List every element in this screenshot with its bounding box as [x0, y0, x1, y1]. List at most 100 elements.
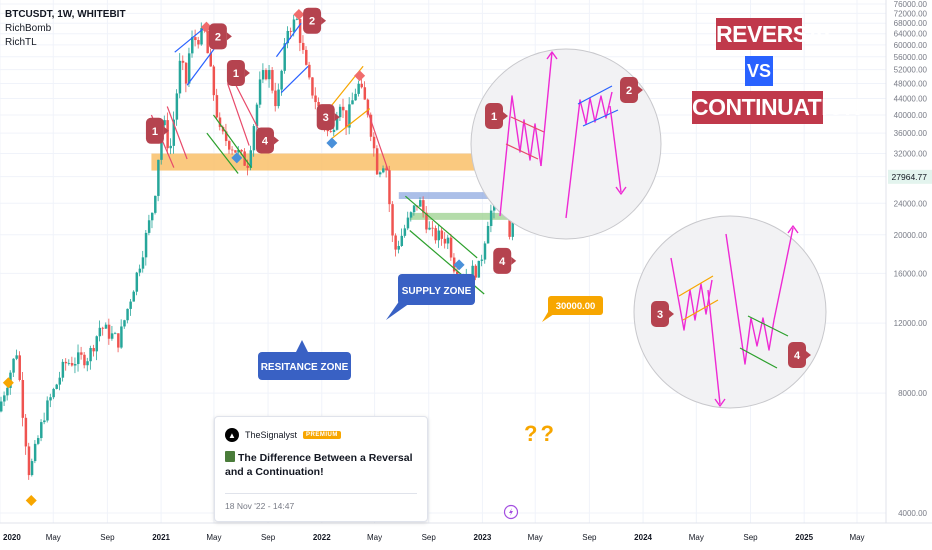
candle-body [378, 172, 382, 175]
candle-body [283, 43, 286, 71]
candle-body [218, 117, 222, 127]
candle-body [0, 401, 3, 412]
candle-body [363, 87, 367, 100]
marker-badge-1-pointer [226, 32, 232, 41]
candle-body [366, 99, 370, 115]
candle-body [508, 213, 511, 237]
candle-body [329, 131, 333, 132]
candle-body [110, 333, 114, 339]
candle-body [261, 70, 265, 80]
candle-body [489, 210, 493, 226]
range-zone [398, 192, 531, 199]
candle-body [30, 461, 34, 476]
candle-body [246, 165, 249, 168]
y-tick-label: 20000.00 [894, 231, 928, 240]
arrow-down-2 [615, 186, 627, 195]
y-tick-label: 40000.00 [894, 111, 928, 120]
arrow-up-4 [787, 225, 799, 234]
supply-zone-box [398, 274, 475, 305]
candle-body [317, 102, 320, 107]
annotation-labels: 1 2 1 2 4 3 4 1 2 3 4?? 30000.00 SUPPLY ZONE RESITANC… [145, 7, 811, 446]
candle-body [471, 265, 474, 279]
x-tick-label: Sep [743, 533, 758, 542]
idea-title[interactable]: The Difference Between a Reversal and a … [225, 451, 420, 479]
marker-badge-0 [145, 117, 164, 144]
candle-body [268, 70, 271, 80]
price-callout-pointer [542, 312, 554, 322]
candle-body [58, 377, 62, 385]
candle-body [21, 379, 25, 418]
resistance-zone-label: RESITANCE ZONE [261, 362, 349, 373]
candle-body [73, 364, 77, 366]
candle-body [191, 37, 194, 54]
reversal-line-1d [235, 84, 262, 134]
candle-body [104, 324, 108, 329]
candle-body [200, 28, 203, 45]
candle-body [3, 395, 6, 402]
channel-bottom-2b [280, 65, 309, 94]
title-reversal: REVERSAL [716, 18, 838, 50]
marker-badge-2-text: 1 [233, 68, 239, 80]
indicator-richbomb[interactable]: RichBomb [5, 23, 52, 34]
concept-circle-1 [470, 48, 662, 240]
illus-badge-4-pointer [806, 351, 811, 359]
y-tick-label: 72000.00 [894, 9, 928, 18]
reversal-up-path [565, 91, 613, 219]
x-tick-label: May [528, 533, 543, 542]
candle-body [46, 400, 49, 421]
candle-body [166, 120, 169, 149]
idea-title-text: The Difference Between a Reversal and a … [225, 452, 413, 478]
x-tick-label: May [849, 533, 864, 542]
candle-body [123, 320, 126, 327]
author-name[interactable]: TheSignalyst [245, 430, 298, 440]
candle-body [27, 446, 31, 476]
illus-badge-4 [788, 342, 806, 368]
candle-body [314, 95, 317, 103]
author-avatar[interactable]: ▲ [225, 428, 239, 442]
candle-body [338, 106, 342, 118]
candle-body [406, 217, 410, 229]
candle-body [120, 326, 123, 348]
marker-badge-6-pointer [511, 256, 517, 265]
candle-body [249, 150, 253, 168]
candle-body [163, 120, 166, 126]
candle-body [342, 106, 345, 111]
x-tick-label: Sep [100, 533, 115, 542]
continuation-down-path [725, 233, 775, 365]
idea-card[interactable]: ▲ TheSignalyst PREMIUM The Difference Be… [214, 416, 428, 522]
candle-body [83, 354, 86, 366]
x-tick-label: Sep [582, 533, 597, 542]
candle-body [157, 159, 160, 196]
indicator-richtl[interactable]: RichTL [5, 37, 37, 48]
channel-top-2 [174, 25, 208, 53]
candle-body [43, 420, 46, 423]
candle-body [209, 53, 212, 67]
breakdown-path [609, 105, 622, 193]
candle-body [403, 228, 407, 236]
candle-body [95, 336, 98, 352]
candle-body [64, 361, 68, 364]
y-tick-label: 44000.00 [894, 94, 928, 103]
illus-badge-3 [651, 301, 669, 327]
candle-body [480, 259, 484, 261]
candle-body [52, 388, 55, 398]
candle-body [255, 104, 259, 127]
candle-body [335, 117, 339, 130]
candle-body [348, 104, 351, 128]
x-tick-label: 2024 [634, 533, 652, 542]
x-tick-label: May [206, 533, 221, 542]
x-tick-label: Sep [422, 533, 437, 542]
x-tick-label: May [689, 533, 704, 542]
marker-badge-3-text: 2 [309, 16, 315, 28]
candle-body [292, 19, 296, 32]
candle-body [144, 232, 148, 258]
marker-badge-5-text: 3 [323, 112, 329, 124]
candle-body [422, 200, 425, 213]
candle-body [92, 348, 95, 352]
reversal-line-1b [166, 106, 188, 160]
symbol-title[interactable]: BTCUSDT, 1W, WHITEBIT [5, 9, 126, 20]
candle-body [425, 212, 428, 230]
x-tick-label: May [367, 533, 382, 542]
marker-badge-0-text: 1 [152, 126, 158, 138]
